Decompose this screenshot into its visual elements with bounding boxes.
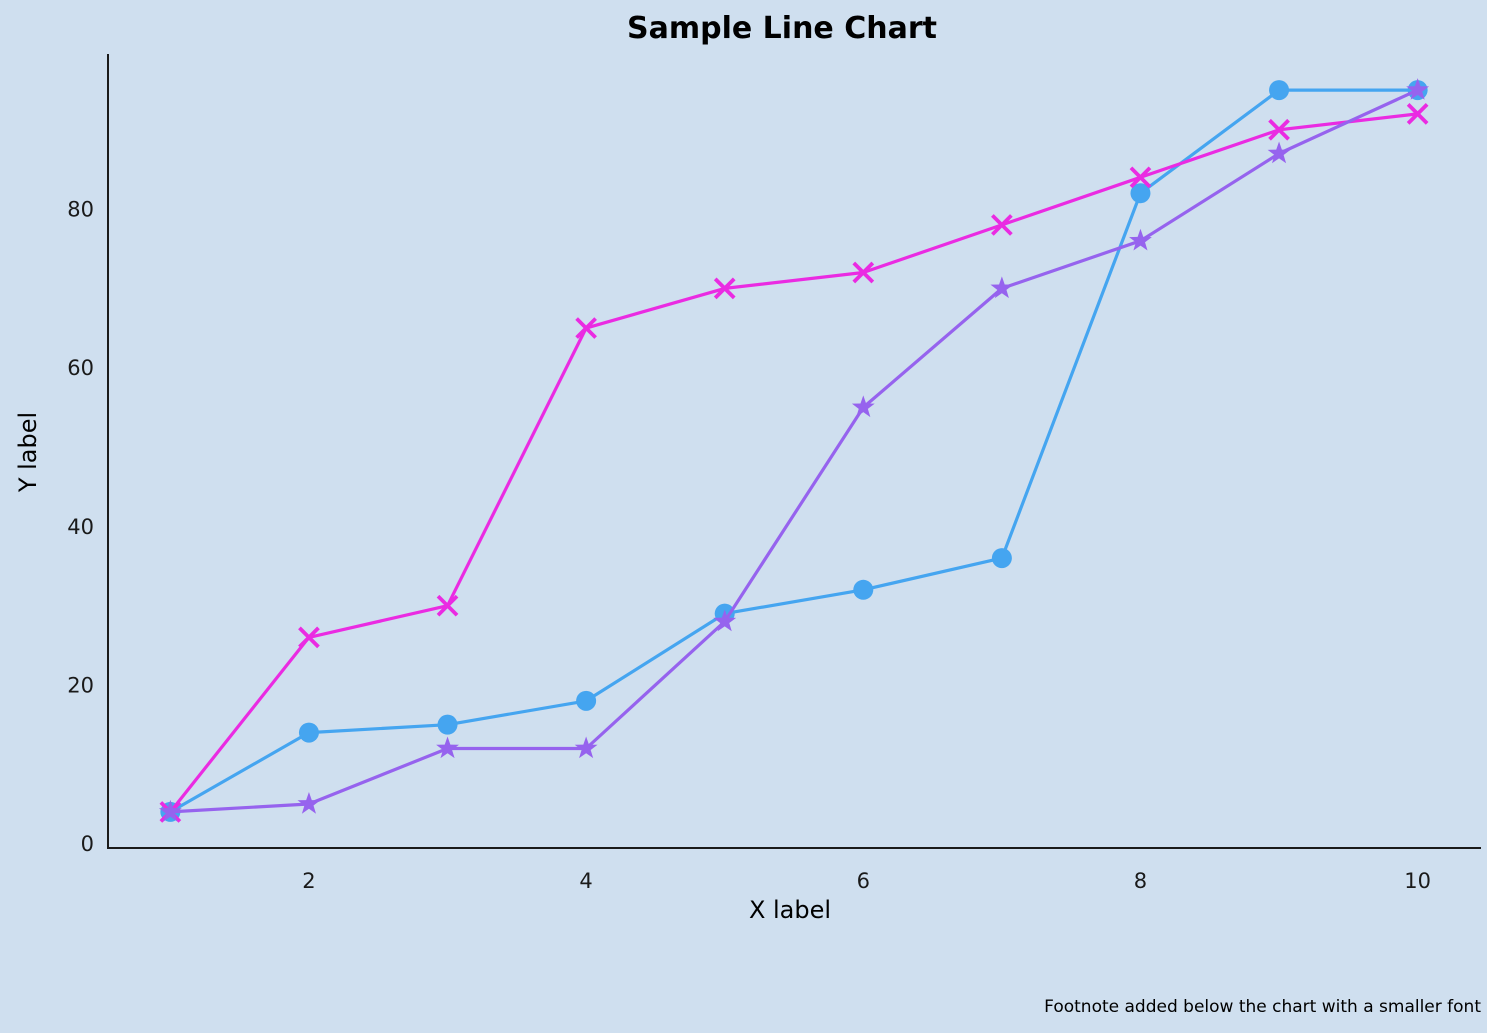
circle-marker bbox=[1269, 80, 1290, 101]
x-marker bbox=[436, 594, 459, 617]
x-axis-label: X label bbox=[748, 896, 832, 924]
x-marker bbox=[713, 277, 736, 300]
x-marker bbox=[1268, 118, 1290, 141]
y-tick-label: 40 bbox=[67, 515, 94, 539]
x-marker bbox=[991, 214, 1013, 236]
circle-marker bbox=[991, 548, 1012, 569]
chart-footnote: Footnote added below the chart with a sm… bbox=[1044, 997, 1481, 1017]
circle-marker bbox=[437, 714, 458, 735]
x-tick-label: 4 bbox=[579, 869, 592, 893]
star-marker bbox=[851, 395, 875, 418]
star-marker bbox=[1406, 78, 1430, 100]
y-tick-label: 0 bbox=[81, 832, 94, 856]
circle-marker bbox=[853, 579, 874, 600]
x-tick-label: 10 bbox=[1404, 869, 1431, 893]
y-axis-label: Y label bbox=[14, 411, 42, 493]
star-marker bbox=[1129, 228, 1152, 251]
x-tick-label: 6 bbox=[857, 869, 870, 893]
star-marker bbox=[574, 736, 598, 759]
series-line-star bbox=[168, 88, 1420, 814]
y-tick-label: 80 bbox=[67, 198, 94, 222]
x-tick-label: 8 bbox=[1134, 869, 1147, 893]
x-marker bbox=[1406, 103, 1429, 125]
x-marker bbox=[575, 317, 597, 339]
x-marker bbox=[1129, 166, 1152, 189]
chart-title: Sample Line Chart bbox=[627, 11, 937, 46]
star-marker bbox=[436, 736, 459, 759]
y-tick-label: 60 bbox=[67, 356, 94, 380]
x-tick-label: 2 bbox=[302, 869, 315, 893]
x-marker bbox=[298, 626, 320, 649]
series-line-circle bbox=[168, 88, 1420, 814]
circle-marker bbox=[298, 722, 319, 743]
star-marker bbox=[297, 791, 321, 814]
series-line-x bbox=[168, 112, 1420, 814]
circle-marker bbox=[576, 690, 597, 711]
star-marker bbox=[158, 799, 182, 822]
star-marker bbox=[1267, 141, 1291, 164]
star-marker bbox=[713, 609, 737, 632]
circle-marker bbox=[1130, 183, 1151, 204]
y-tick-label: 20 bbox=[67, 673, 94, 697]
x-marker bbox=[852, 261, 875, 284]
star-marker bbox=[990, 276, 1014, 299]
